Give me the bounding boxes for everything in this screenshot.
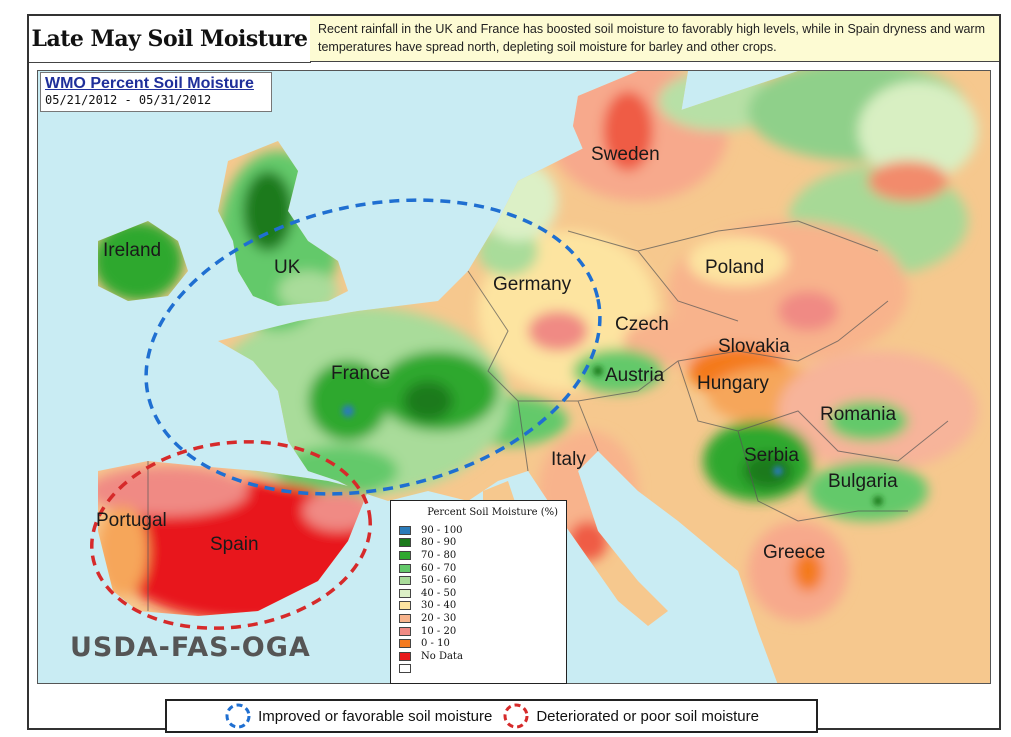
legend-swatch — [399, 639, 411, 649]
legend-label: 90 - 100 — [421, 524, 463, 536]
map-date-range: 05/21/2012 - 05/31/2012 — [45, 93, 212, 107]
legend-item: 50 - 60 — [399, 574, 558, 587]
legend-title: Percent Soil Moisture (%) — [427, 507, 558, 518]
label-greece: Greece — [763, 542, 826, 563]
label-romania: Romania — [820, 404, 897, 425]
label-czech: Czech — [615, 314, 669, 335]
label-slovakia: Slovakia — [718, 336, 790, 357]
legend-item: 40 - 50 — [399, 587, 558, 600]
label-bulgaria: Bulgaria — [828, 471, 898, 492]
label-uk: UK — [274, 257, 301, 278]
legend-item: 90 - 100 — [399, 524, 558, 537]
label-spain: Spain — [210, 534, 259, 555]
legend-item: 30 - 40 — [399, 600, 558, 613]
label-germany: Germany — [493, 274, 572, 295]
label-ireland: Ireland — [103, 240, 162, 261]
legend-swatch — [399, 563, 411, 573]
red-dashed-circle-icon — [503, 703, 529, 729]
legend-item: No Data — [399, 650, 558, 663]
key-improved-label: Improved or favorable soil moisture — [258, 707, 493, 725]
legend-label: 70 - 80 — [421, 549, 457, 561]
legend-item: 10 - 20 — [399, 625, 558, 638]
legend-label: 10 - 20 — [421, 625, 457, 637]
page-title: Late May Soil Moisture — [31, 26, 308, 52]
blue-dashed-circle-icon — [225, 703, 251, 729]
legend-swatch — [399, 613, 411, 623]
label-france: France — [331, 363, 391, 384]
label-portugal: Portugal — [96, 510, 167, 531]
key-improved: Improved or favorable soil moisture — [224, 702, 492, 730]
moisture-legend: Percent Soil Moisture (%) 90 - 100 80 - 9… — [390, 500, 567, 684]
legend-label: 80 - 90 — [421, 537, 457, 549]
legend-swatch — [399, 626, 411, 636]
legend-swatch — [399, 538, 411, 548]
legend-item — [399, 663, 558, 676]
legend-item: 0 - 10 — [399, 637, 558, 650]
watermark: USDA-FAS-OGA — [70, 632, 311, 663]
deteriorated-region-outline — [90, 440, 372, 630]
label-austria: Austria — [605, 365, 665, 386]
legend-swatch — [399, 664, 411, 674]
label-sweden: Sweden — [591, 144, 660, 165]
legend-label: 20 - 30 — [421, 612, 457, 624]
legend-label: 0 - 10 — [421, 638, 450, 650]
legend-swatch — [399, 651, 411, 661]
legend-item: 70 - 80 — [399, 549, 558, 562]
improved-region-outline — [144, 198, 602, 496]
key-deteriorated: Deteriorated or poor soil moisture — [502, 702, 759, 730]
legend-item: 20 - 30 — [399, 612, 558, 625]
map-title: WMO Percent Soil Moisture — [45, 75, 254, 92]
legend-label: 30 - 40 — [421, 600, 457, 612]
legend-swatch — [399, 601, 411, 611]
legend-swatch — [399, 525, 411, 535]
legend-swatch — [399, 576, 411, 586]
map-title-box: WMO Percent Soil Moisture 05/21/2012 - 0… — [40, 72, 272, 112]
annotation-key: Improved or favorable soil moisture Dete… — [165, 699, 818, 733]
legend-label: No Data — [421, 650, 463, 662]
legend-label: 50 - 60 — [421, 575, 457, 587]
label-serbia: Serbia — [744, 445, 799, 466]
title-box: Late May Soil Moisture — [29, 16, 311, 63]
legend-swatch — [399, 588, 411, 598]
label-poland: Poland — [705, 257, 765, 278]
legend-item: 80 - 90 — [399, 537, 558, 550]
legend-item: 60 - 70 — [399, 562, 558, 575]
label-italy: Italy — [551, 449, 586, 470]
legend-label: 40 - 50 — [421, 587, 457, 599]
key-deteriorated-label: Deteriorated or poor soil moisture — [536, 707, 759, 725]
legend-label: 60 - 70 — [421, 562, 457, 574]
legend-swatch — [399, 550, 411, 560]
label-hungary: Hungary — [697, 373, 769, 394]
description-box: Recent rainfall in the UK and France has… — [310, 16, 999, 62]
